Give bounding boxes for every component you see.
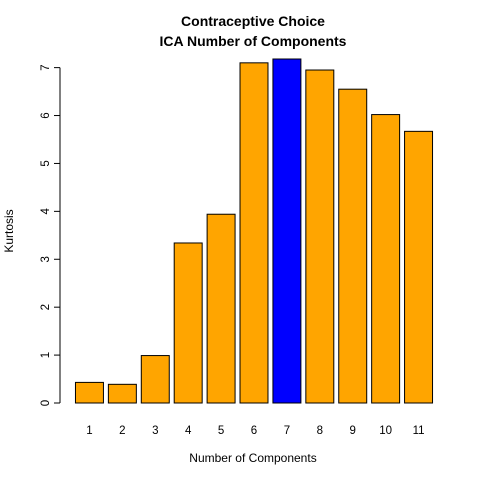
- x-tick-label: 7: [284, 425, 290, 437]
- x-tick-label: 10: [379, 425, 392, 437]
- bar-10: [371, 114, 401, 404]
- bar-3: [140, 355, 170, 404]
- y-tick-label: 2: [40, 304, 52, 310]
- x-tick-label: 6: [251, 425, 257, 437]
- bar-series: [74, 58, 434, 404]
- y-tick-label: 6: [40, 112, 52, 118]
- bar-6: [239, 62, 269, 404]
- y-tick-label: 7: [40, 64, 52, 70]
- bar-4: [173, 242, 203, 404]
- y-tick-label: 3: [40, 256, 52, 262]
- y-tick-label: 0: [40, 400, 52, 406]
- x-tick-label: 5: [218, 425, 224, 437]
- y-tick-label: 5: [40, 160, 52, 166]
- x-tick-label: 2: [119, 425, 125, 437]
- y-tick-label: 4: [40, 208, 52, 215]
- x-tick-label: 1: [86, 425, 92, 437]
- x-axis-label: Number of Components: [189, 451, 316, 465]
- bar-9: [338, 88, 368, 404]
- bar-11: [404, 130, 434, 404]
- y-axis-label: Kurtosis: [2, 209, 16, 252]
- x-tick-label: 3: [152, 425, 158, 437]
- y-tick-label: 1: [40, 352, 52, 358]
- chart-subtitle: ICA Number of Components: [160, 33, 347, 49]
- bar-2: [107, 383, 137, 404]
- bar-7: [272, 58, 302, 404]
- bar-5: [206, 213, 236, 404]
- x-tick-label: 8: [317, 425, 323, 437]
- bar-8: [305, 69, 335, 404]
- chart-title: Contraceptive Choice: [181, 13, 325, 29]
- x-tick-labels: 1 2 3 4 5 6 7 8 9 10 11: [86, 425, 424, 437]
- x-tick-label: 11: [413, 425, 425, 437]
- x-tick-label: 4: [185, 425, 192, 437]
- bar-1: [74, 381, 104, 404]
- y-axis: 0 1 2 3 4 5 6 7: [40, 64, 61, 406]
- x-tick-label: 9: [350, 425, 356, 437]
